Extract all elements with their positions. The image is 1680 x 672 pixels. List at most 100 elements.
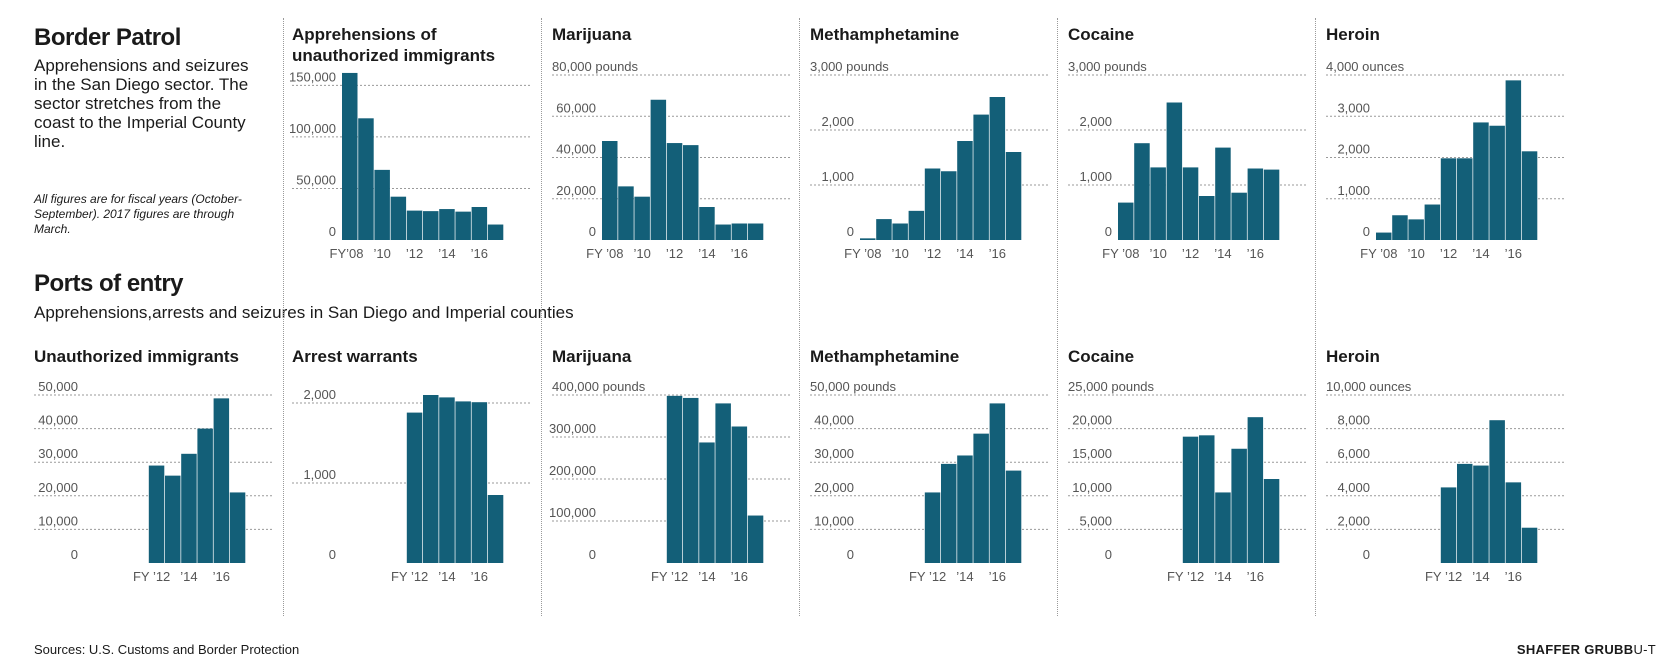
bar-2015 [455, 401, 471, 563]
chart-title-poe-marijuana: Marijuana [552, 347, 632, 366]
chart-title-bp-meth: Methamphetamine [810, 25, 960, 44]
x-tick-label: ’10 [1149, 246, 1166, 261]
chart-title-bp-marijuana: Marijuana [552, 25, 632, 44]
y-tick-label: 300,000 [549, 421, 596, 436]
bar-2015 [1489, 125, 1505, 240]
bar-2015 [1231, 448, 1247, 563]
y-tick-label: 20,000 [38, 480, 78, 495]
bar-2015 [715, 403, 731, 563]
x-tick-label: ’10 [1407, 246, 1424, 261]
bar-2011 [908, 210, 925, 240]
chart-title-poe-heroin: Heroin [1326, 347, 1380, 366]
x-tick-label: FY ’12 [391, 569, 428, 584]
bar-2013 [683, 145, 699, 240]
x-tick-label: FY ’12 [1167, 569, 1204, 584]
bar-2009 [1392, 215, 1408, 240]
x-tick-label: ’16 [213, 569, 230, 584]
x-tick-label: ’14 [180, 569, 197, 584]
x-tick-label: FY ’08 [1102, 246, 1139, 261]
bar-2015 [455, 211, 471, 240]
bar-2008 [1376, 232, 1392, 240]
y-tick-label: 40,000 [814, 413, 854, 428]
bar-2013 [423, 395, 439, 563]
x-tick-label: ’12 [1182, 246, 1199, 261]
y-tick-label: 0 [589, 547, 596, 562]
bar-2011 [650, 99, 667, 240]
bar-2009 [618, 186, 634, 240]
bar-2012 [148, 465, 165, 563]
y-tick-label: 4,000 [1337, 480, 1370, 495]
x-tick-label: ’10 [373, 246, 390, 261]
bar-2013 [1457, 158, 1473, 240]
unit-label: 400,000 pounds [552, 379, 646, 394]
bar-2010 [374, 169, 390, 240]
bar-2016 [731, 426, 748, 563]
y-tick-label: 6,000 [1337, 446, 1370, 461]
bar-2014 [1473, 465, 1489, 563]
bar-2017 [1521, 151, 1538, 240]
bar-2016 [731, 223, 748, 240]
y-tick-label: 1,000 [1337, 183, 1370, 198]
bar-2013 [1199, 196, 1215, 240]
bar-2016 [1505, 482, 1522, 563]
bar-2012 [666, 395, 683, 563]
y-tick-label: 2,000 [1337, 142, 1370, 157]
fiscal-year-note: All figures are for fiscal years (Octobe… [34, 192, 242, 236]
unit-label: 3,000 pounds [810, 59, 889, 74]
x-tick-label: ’16 [1505, 569, 1522, 584]
x-tick-label: ’12 [666, 246, 683, 261]
y-tick-label: 0 [847, 547, 854, 562]
y-tick-label: 0 [1363, 547, 1370, 562]
y-tick-label: 200,000 [549, 463, 596, 478]
bar-2014 [957, 455, 973, 563]
bar-2014 [439, 397, 455, 563]
x-tick-label: ’12 [406, 246, 423, 261]
bar-2014 [1473, 122, 1489, 240]
bar-2011 [390, 196, 407, 240]
chart-title-bp-heroin: Heroin [1326, 25, 1380, 44]
bar-2014 [1215, 147, 1231, 240]
bar-2008 [1118, 202, 1134, 240]
x-tick-label: ’12 [1440, 246, 1457, 261]
bar-2016 [1505, 80, 1522, 240]
y-tick-label: 50,000 [296, 172, 336, 187]
x-tick-label: ’16 [1505, 246, 1522, 261]
bar-2012 [666, 143, 683, 240]
y-tick-label: 20,000 [814, 480, 854, 495]
bar-2017 [487, 224, 504, 240]
bar-2013 [941, 463, 957, 563]
chart-title-bp-immigrants: Apprehensions of unauthorized immigrants [292, 24, 532, 66]
bar-2012 [1440, 487, 1457, 563]
column-divider [1057, 18, 1058, 616]
bar-2014 [1215, 492, 1231, 563]
bar-2013 [1457, 463, 1473, 563]
column-divider [1315, 18, 1316, 616]
bar-2010 [634, 196, 650, 240]
bar-2017 [1263, 169, 1280, 240]
bar-2016 [471, 207, 488, 240]
bar-2011 [1166, 102, 1183, 240]
bar-2017 [1263, 479, 1280, 563]
x-tick-label: ’10 [633, 246, 650, 261]
x-tick-label: ’14 [1214, 569, 1231, 584]
x-tick-label: ’16 [989, 246, 1006, 261]
bar-2008 [860, 238, 876, 240]
bar-2015 [1489, 420, 1505, 563]
y-tick-label: 10,000 [1072, 480, 1112, 495]
bar-2013 [683, 397, 699, 563]
y-tick-label: 30,000 [814, 446, 854, 461]
chart-title-poe-immigrants: Unauthorized immigrants [34, 347, 239, 366]
x-tick-label: ’16 [731, 569, 748, 584]
bar-2012 [406, 412, 423, 563]
x-tick-label: ’16 [989, 569, 1006, 584]
unit-label: 25,000 pounds [1068, 379, 1155, 394]
unit-label: 10,000 ounces [1326, 379, 1412, 394]
y-tick-label: 8,000 [1337, 413, 1370, 428]
bar-2014 [699, 442, 715, 563]
chart-title-poe-cocaine: Cocaine [1068, 347, 1135, 366]
unit-label: 4,000 ounces [1326, 59, 1405, 74]
